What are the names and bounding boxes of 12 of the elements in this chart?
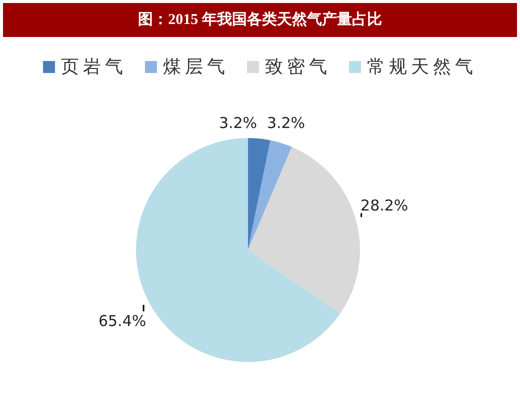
legend-label: 常规天然气: [367, 56, 477, 78]
chart-title: 图：2015 年我国各类天然气产量占比: [138, 11, 382, 28]
pie-slice: [248, 146, 360, 314]
legend-label: 致密气: [265, 56, 331, 78]
pie-slice: [248, 138, 270, 250]
data-label: 3.2%: [266, 114, 306, 132]
data-label: 65.4%: [98, 312, 146, 330]
legend-label: 煤层气: [163, 56, 229, 78]
data-label: 3.2%: [218, 114, 258, 132]
pie-slice: [248, 140, 292, 250]
data-label: 28.2%: [360, 196, 408, 214]
legend-label: 页岩气: [61, 56, 127, 78]
